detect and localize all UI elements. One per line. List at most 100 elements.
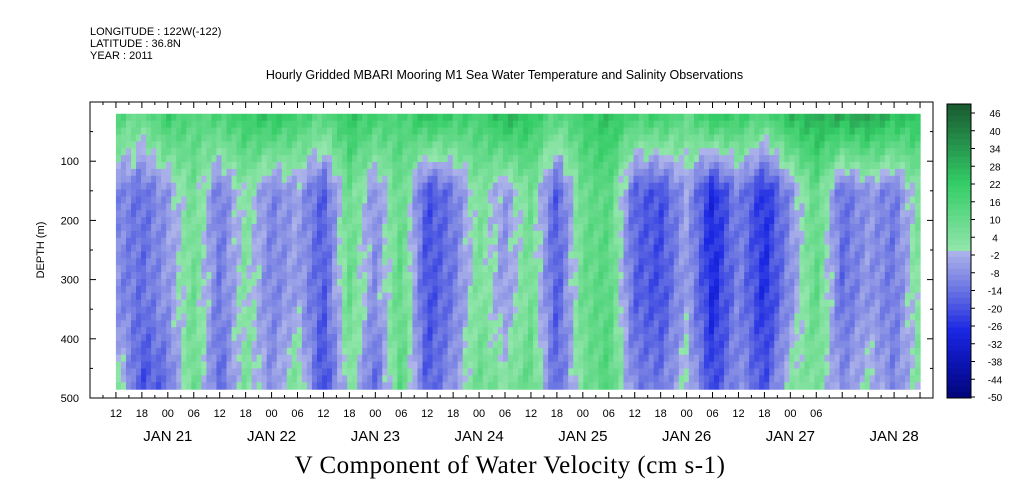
field-cell xyxy=(327,113,333,122)
field-cell xyxy=(653,299,660,308)
field-cell xyxy=(256,196,263,204)
field-cell xyxy=(266,251,273,259)
field-cell xyxy=(241,306,248,315)
field-cell xyxy=(407,113,414,122)
field-cell xyxy=(256,347,263,356)
field-cell xyxy=(553,162,559,170)
field-cell xyxy=(608,203,615,211)
field-cell xyxy=(352,175,358,184)
field-cell xyxy=(648,265,655,273)
field-cell xyxy=(181,382,187,390)
field-cell xyxy=(683,320,690,328)
field-cell xyxy=(372,340,378,349)
field-cell xyxy=(120,217,127,225)
field-cell xyxy=(734,375,740,383)
field-cell xyxy=(633,327,640,335)
field-cell xyxy=(568,113,574,122)
field-cell xyxy=(578,285,584,294)
field-cell xyxy=(543,141,549,149)
field-cell xyxy=(136,265,142,273)
field-cell xyxy=(221,299,228,308)
field-cell xyxy=(663,148,670,156)
field-cell xyxy=(266,189,273,198)
field-cell xyxy=(698,223,705,232)
field-cell xyxy=(367,361,373,370)
field-cell xyxy=(266,230,273,239)
field-cell xyxy=(683,265,690,273)
field-cell xyxy=(357,375,363,383)
field-cell xyxy=(653,155,660,163)
field-cell xyxy=(181,141,187,149)
field-cell xyxy=(362,148,368,156)
field-cell xyxy=(201,175,207,184)
field-cell xyxy=(477,368,484,376)
field-cell xyxy=(352,251,358,259)
field-cell xyxy=(131,237,137,246)
field-cell xyxy=(236,361,243,370)
field-cell xyxy=(623,313,630,321)
field-cell xyxy=(593,203,599,211)
field-cell xyxy=(608,189,615,198)
field-cell xyxy=(729,162,735,170)
field-cell xyxy=(281,162,288,170)
field-cell xyxy=(467,375,474,383)
field-cell xyxy=(708,327,715,335)
field-cell xyxy=(387,120,393,129)
field-cell xyxy=(226,210,233,218)
field-cell xyxy=(437,306,444,315)
field-cell xyxy=(688,223,695,232)
field-cell xyxy=(226,340,233,349)
field-cell xyxy=(734,127,740,136)
field-cell xyxy=(538,347,544,356)
field-cell xyxy=(362,279,368,287)
field-cell xyxy=(563,340,569,349)
field-cell xyxy=(266,223,273,232)
field-cell xyxy=(653,285,660,294)
field-cell xyxy=(342,347,348,356)
field-cell xyxy=(578,155,584,163)
field-cell xyxy=(573,375,579,383)
field-cell xyxy=(226,354,233,363)
field-cell xyxy=(136,382,142,390)
field-cell xyxy=(367,327,373,335)
field-cell xyxy=(502,375,509,383)
field-cell xyxy=(462,375,469,383)
field-cell xyxy=(337,265,343,273)
field-cell xyxy=(342,299,348,308)
field-cell xyxy=(141,230,147,239)
field-cell xyxy=(563,217,569,225)
field-cell xyxy=(638,223,645,232)
field-cell xyxy=(447,134,454,142)
field-cell xyxy=(115,292,122,301)
field-cell xyxy=(226,306,233,315)
field-cell xyxy=(417,313,424,321)
field-cell xyxy=(628,368,635,376)
field-cell xyxy=(357,141,363,149)
field-cell xyxy=(281,141,288,149)
field-cell xyxy=(658,361,665,370)
field-cell xyxy=(115,251,122,259)
field-cell xyxy=(337,251,343,259)
field-cell xyxy=(146,223,152,232)
field-cell xyxy=(502,334,509,342)
field-cell xyxy=(226,265,233,273)
field-cell xyxy=(477,155,484,163)
field-cell xyxy=(362,327,368,335)
field-cell xyxy=(115,237,122,246)
field-cell xyxy=(734,334,740,342)
field-cell xyxy=(387,230,393,239)
field-cell xyxy=(573,334,579,342)
field-cell xyxy=(115,299,122,308)
field-cell xyxy=(231,189,238,198)
field-cell xyxy=(281,285,288,294)
field-cell xyxy=(497,354,504,363)
field-cell xyxy=(603,272,610,280)
field-cell xyxy=(387,168,393,177)
field-cell xyxy=(683,382,690,390)
field-cell xyxy=(693,203,700,211)
field-cell xyxy=(286,120,293,129)
field-cell xyxy=(186,113,192,122)
field-cell xyxy=(407,203,414,211)
field-cell xyxy=(166,368,172,376)
field-cell xyxy=(678,134,685,142)
